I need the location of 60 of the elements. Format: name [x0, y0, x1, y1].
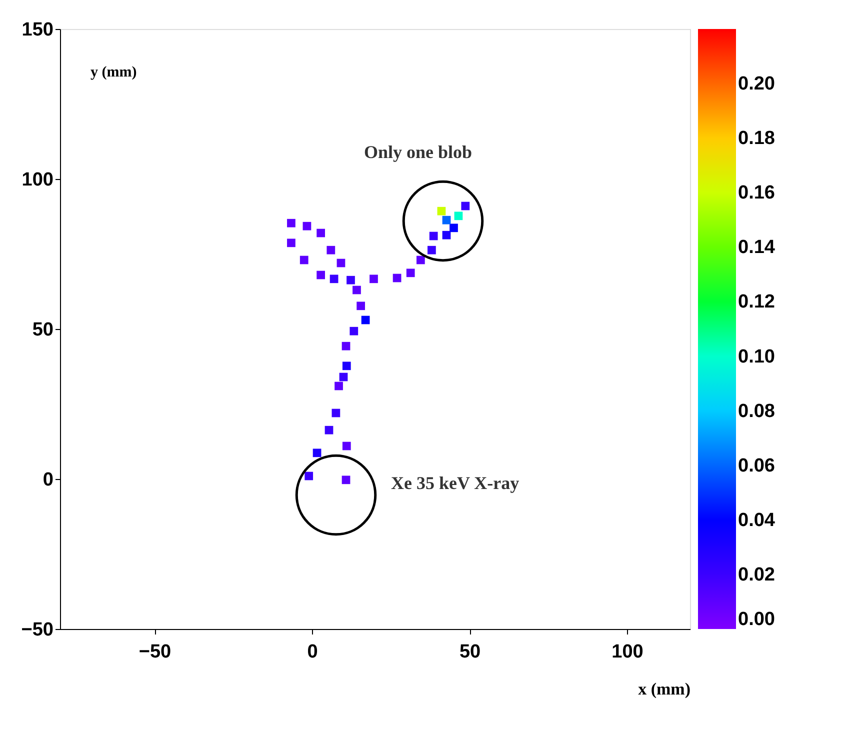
point [312, 448, 322, 458]
point [442, 216, 451, 224]
point [336, 258, 346, 268]
x-tick-label: 50 [459, 642, 481, 662]
point [346, 276, 355, 284]
point [324, 426, 334, 434]
point [461, 202, 470, 210]
color-bar-label: 0.12 [738, 292, 775, 313]
y-tick-label: 50 [32, 320, 54, 340]
point [330, 274, 338, 284]
point [356, 302, 366, 310]
point [416, 256, 425, 264]
y-tick-label: 150 [22, 20, 54, 40]
point [370, 274, 378, 284]
point [392, 274, 402, 282]
color-bar-label: 0.20 [738, 74, 775, 95]
color-bar-label: 0.14 [738, 237, 776, 258]
y-tick-label: −50 [21, 620, 54, 640]
x-tick-label: 100 [612, 642, 644, 662]
color-bar-label: 0.18 [738, 128, 775, 150]
x-axis-title: x (mm) [638, 680, 690, 698]
point [352, 286, 361, 294]
color-bar-label: 0.02 [738, 564, 775, 586]
point [450, 224, 458, 232]
x-tick-label: −50 [138, 642, 172, 662]
color-bar-label: 0.06 [738, 455, 775, 476]
point [429, 232, 438, 240]
point [339, 372, 348, 382]
color-bar-label: 0.10 [738, 346, 775, 368]
point [304, 472, 314, 480]
point [332, 408, 340, 418]
x-tick-label: 0 [307, 642, 318, 662]
point [342, 442, 351, 450]
point [287, 238, 296, 248]
point [442, 230, 451, 240]
point [437, 206, 446, 216]
point [454, 212, 463, 220]
point [316, 270, 326, 280]
point [342, 342, 350, 350]
color-bar-label: 0.08 [738, 400, 775, 422]
y-tick-label: 0 [42, 470, 54, 490]
point [342, 476, 350, 484]
point [326, 246, 336, 254]
color-bar-label: 0.00 [738, 609, 775, 630]
point [300, 256, 308, 264]
point [342, 362, 351, 370]
point [302, 222, 312, 230]
y-axis-title: y (mm) [90, 64, 137, 80]
point [350, 326, 358, 336]
point [406, 268, 415, 278]
color-bar-label: 0.04 [738, 510, 776, 531]
point [287, 218, 296, 228]
annotation: Only one blob [364, 142, 472, 162]
point [316, 228, 326, 238]
y-tick-label: 100 [22, 170, 54, 190]
point [334, 382, 343, 390]
color-bar-label: 0.16 [738, 182, 775, 204]
point [428, 246, 436, 254]
annotation: Xe 35 keV X-ray [391, 473, 520, 493]
point [361, 316, 370, 324]
